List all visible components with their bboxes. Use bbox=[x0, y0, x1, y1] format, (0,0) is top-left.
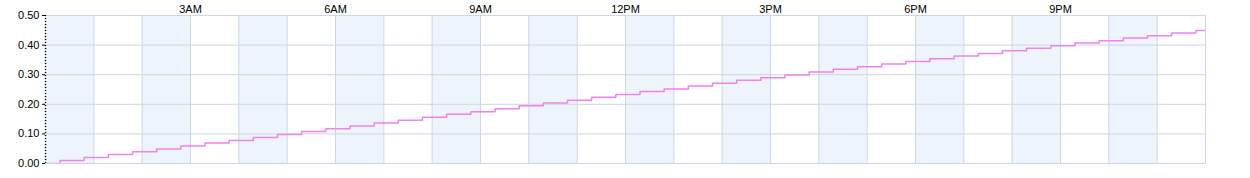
svg-text:6PM: 6PM bbox=[904, 3, 927, 15]
svg-text:6AM: 6AM bbox=[324, 3, 347, 15]
svg-text:0.10: 0.10 bbox=[18, 127, 39, 139]
svg-text:9PM: 9PM bbox=[1049, 3, 1072, 15]
svg-text:3PM: 3PM bbox=[759, 3, 782, 15]
svg-text:0.20: 0.20 bbox=[18, 98, 39, 110]
svg-text:0.00: 0.00 bbox=[18, 157, 39, 169]
svg-text:9AM: 9AM bbox=[469, 3, 492, 15]
svg-text:0.50: 0.50 bbox=[18, 9, 39, 21]
svg-text:0.30: 0.30 bbox=[18, 68, 39, 80]
svg-text:12PM: 12PM bbox=[611, 3, 640, 15]
svg-text:0.40: 0.40 bbox=[18, 39, 39, 51]
svg-text:3AM: 3AM bbox=[179, 3, 202, 15]
